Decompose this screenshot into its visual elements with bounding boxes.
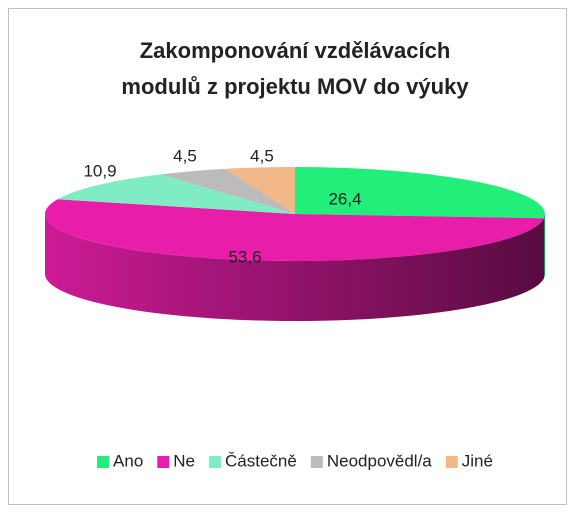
- chart-title: Zakomponování vzdělávacích: [140, 38, 451, 63]
- legend-swatch: [97, 456, 110, 468]
- slice: [295, 167, 545, 219]
- legend-swatch: [445, 456, 458, 468]
- slice: [57, 174, 295, 214]
- data-label: 4,5: [250, 146, 274, 165]
- legend-label: Ano: [113, 451, 143, 470]
- legend-swatch: [209, 456, 222, 468]
- slice-shade: [543, 214, 545, 279]
- legend-label: Ne: [173, 451, 195, 470]
- legend-label: Neodpovědl/a: [327, 451, 432, 470]
- data-label: 4,5: [173, 146, 197, 165]
- data-label: 53,6: [228, 247, 261, 266]
- data-label: 26,4: [328, 189, 361, 208]
- legend-label: Částečně: [225, 451, 297, 470]
- legend-swatch: [310, 456, 323, 468]
- data-label: 10,9: [83, 161, 116, 180]
- chart-title: modulů z projektu MOV do výuky: [121, 74, 469, 99]
- slice: [225, 167, 295, 214]
- slice-shade: [45, 214, 544, 322]
- slice: [160, 168, 295, 214]
- slice: [45, 199, 544, 261]
- legend-swatch: [157, 456, 170, 468]
- legend-label: Jiné: [462, 451, 493, 470]
